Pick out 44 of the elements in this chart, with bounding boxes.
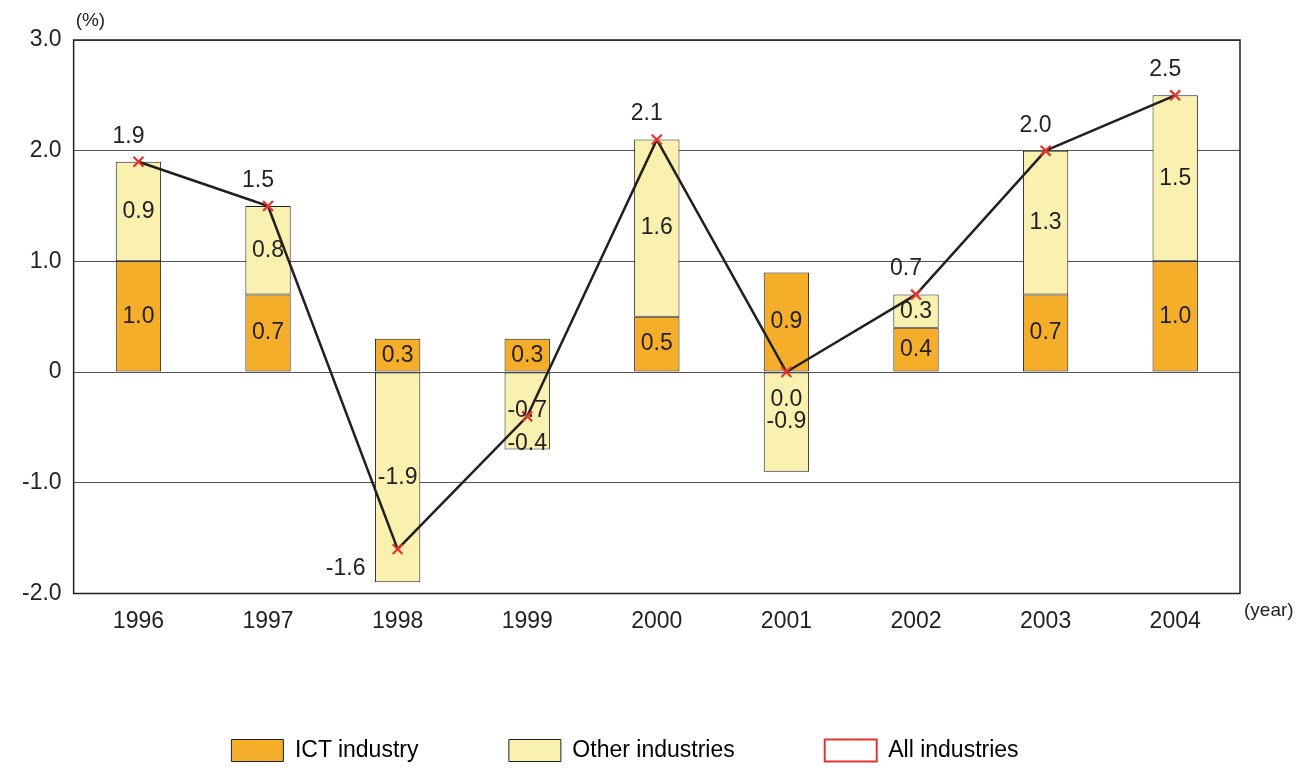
data-label: 0.7 <box>890 254 922 281</box>
x-tick-label: 1997 <box>242 606 294 633</box>
x-tick-label: 2000 <box>631 606 683 633</box>
x-tick-label: 2002 <box>890 606 942 633</box>
x-tick-label: 1998 <box>372 606 424 633</box>
data-label: -1.9 <box>377 462 418 489</box>
data-label: -0.4 <box>507 429 548 456</box>
x-tick-label: 1996 <box>112 606 165 633</box>
x-tick-label: 2004 <box>1149 606 1201 633</box>
y-tick-label: 1.0 <box>29 246 62 273</box>
data-label: 0.3 <box>511 340 544 367</box>
data-label: 1.5 <box>242 165 275 192</box>
x-tick-label: 2003 <box>1020 606 1072 633</box>
y-tick-label: 3.0 <box>29 25 62 52</box>
legend-label: All industries <box>888 735 1019 762</box>
data-label: 0.7 <box>252 318 285 345</box>
data-label: 0.7 <box>1029 318 1062 345</box>
y-tick-label: -1.0 <box>21 468 62 495</box>
data-label: 0.3 <box>381 340 414 367</box>
legend-label: Other industries <box>572 735 735 762</box>
data-label: 0.5 <box>640 329 673 356</box>
y-tick-label: 0 <box>48 357 62 384</box>
data-label: 1.5 <box>1159 163 1192 190</box>
data-label: 2.5 <box>1149 55 1182 82</box>
y-tick-label: -2.0 <box>21 578 62 605</box>
x-axis-title: (year) <box>1244 599 1294 621</box>
data-label: 1.3 <box>1029 207 1062 234</box>
x-tick-label: 1999 <box>501 606 553 633</box>
data-label: 1.0 <box>122 301 155 328</box>
legend-label: ICT industry <box>294 735 419 762</box>
data-label: 1.6 <box>640 213 673 240</box>
data-label: 0.8 <box>252 235 285 262</box>
y-axis-title: (%) <box>75 8 106 30</box>
data-label: 2.0 <box>1019 110 1052 137</box>
data-label: 0.9 <box>122 196 155 223</box>
data-label: 0.9 <box>770 307 803 334</box>
y-tick-label: 2.0 <box>29 136 62 163</box>
x-tick-label: 2001 <box>760 606 812 633</box>
data-label: 1.9 <box>112 121 145 148</box>
data-label: 2.1 <box>630 99 663 126</box>
data-label: 0.3 <box>900 296 932 323</box>
data-label: 1.0 <box>1159 301 1192 328</box>
data-label: -1.6 <box>325 553 366 580</box>
data-label: 0.4 <box>900 335 933 361</box>
